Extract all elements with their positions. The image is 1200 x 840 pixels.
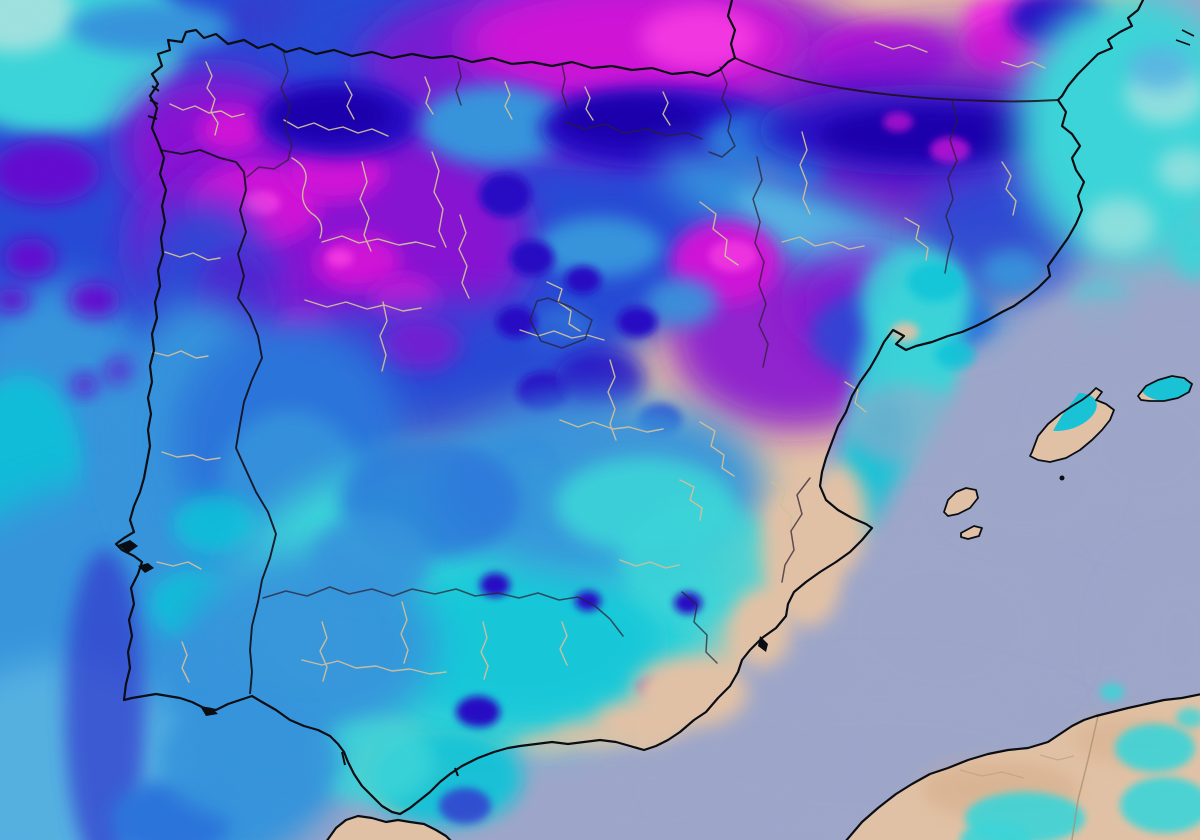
weather-map <box>0 0 1200 840</box>
map-canvas <box>0 0 1200 840</box>
grain-texture <box>0 0 1200 840</box>
